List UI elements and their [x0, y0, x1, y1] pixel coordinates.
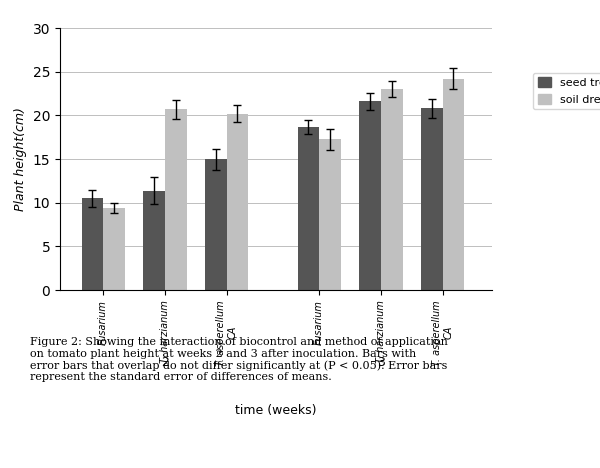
Bar: [443, 79, 464, 290]
Y-axis label: Plant height(cm): Plant height(cm): [14, 107, 27, 211]
X-axis label: time (weeks): time (weeks): [235, 404, 317, 417]
Bar: [319, 139, 341, 290]
Bar: [165, 110, 187, 290]
Bar: [143, 190, 165, 290]
Legend: seed treatment, soil drenching: seed treatment, soil drenching: [533, 73, 600, 109]
Text: 2: 2: [161, 356, 169, 369]
Bar: [298, 127, 319, 290]
Bar: [359, 102, 381, 290]
Bar: [227, 114, 248, 290]
Text: 3: 3: [377, 356, 385, 369]
Bar: [421, 109, 443, 290]
Bar: [103, 208, 125, 290]
Bar: [82, 198, 103, 290]
Text: Figure 2: Showing the interaction of biocontrol and method of application
on tom: Figure 2: Showing the interaction of bio…: [30, 337, 448, 382]
Bar: [205, 159, 227, 290]
Bar: [381, 89, 403, 290]
